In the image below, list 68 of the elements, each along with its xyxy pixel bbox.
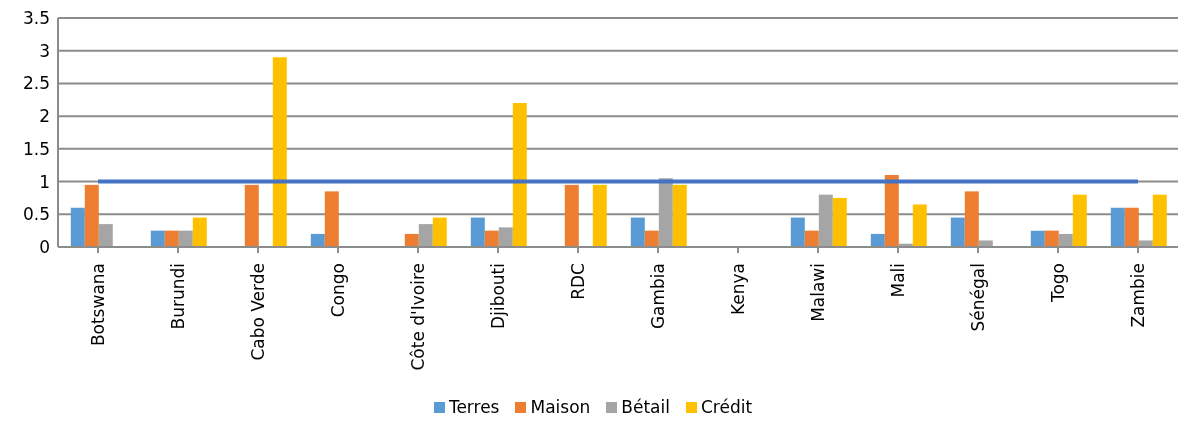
bar xyxy=(1138,240,1153,247)
bar xyxy=(98,224,113,247)
bar xyxy=(592,184,607,247)
y-tick-label: 2.5 xyxy=(22,73,50,94)
legend-label: Bétail xyxy=(620,397,670,417)
legend-label: Crédit xyxy=(699,397,753,417)
bar xyxy=(404,233,419,247)
bar xyxy=(178,230,193,247)
x-tick-label: Botswana xyxy=(88,263,108,347)
bar xyxy=(512,103,527,247)
x-tick-label: Cabo Verde xyxy=(248,263,268,361)
x-tick-label: Togo xyxy=(1048,263,1068,304)
y-tick-label: 1 xyxy=(39,171,50,192)
bar xyxy=(470,217,485,247)
bar xyxy=(70,207,85,247)
legend-label: Maison xyxy=(529,397,591,417)
bar xyxy=(658,178,673,247)
x-tick-label: Mali xyxy=(888,263,908,298)
x-tick-label: Malawi xyxy=(808,263,828,322)
bar xyxy=(272,57,287,247)
bar xyxy=(884,175,899,247)
x-tick-label: Congo xyxy=(328,263,348,318)
bar xyxy=(978,240,993,247)
bar xyxy=(790,217,805,247)
y-tick-label: 3 xyxy=(39,40,50,61)
bar xyxy=(672,184,687,247)
x-tick-label: Kenya xyxy=(728,263,748,316)
bar xyxy=(1058,233,1073,247)
bar xyxy=(164,230,179,247)
bar xyxy=(1044,230,1059,247)
bar xyxy=(418,224,433,247)
x-tick-label: Burundi xyxy=(168,263,188,330)
x-tick-label: Côte d'Ivoire xyxy=(408,263,428,371)
bar xyxy=(564,184,579,247)
bar xyxy=(818,194,833,247)
y-tick-label: 2 xyxy=(39,106,50,127)
bar xyxy=(310,233,325,247)
bar xyxy=(324,191,339,247)
bar xyxy=(1030,230,1045,247)
bar xyxy=(1124,207,1139,247)
bar xyxy=(1072,194,1087,247)
bar xyxy=(498,227,513,247)
x-tick-label: Zambie xyxy=(1128,263,1148,328)
bar xyxy=(912,204,927,247)
y-tick-label: 0 xyxy=(39,237,50,258)
bar xyxy=(432,217,447,247)
bar xyxy=(804,230,819,247)
bar xyxy=(870,233,885,247)
legend-label: Terres xyxy=(447,397,500,417)
bar xyxy=(484,230,499,247)
bar xyxy=(964,191,979,247)
bar xyxy=(192,217,207,247)
x-tick-label: Sénégal xyxy=(968,263,988,332)
bar xyxy=(950,217,965,247)
bar xyxy=(84,184,99,247)
y-tick-label: 0.5 xyxy=(22,204,50,225)
bar xyxy=(644,230,659,247)
y-tick-label: 1.5 xyxy=(22,138,50,159)
bar xyxy=(1110,207,1125,247)
bar xyxy=(1152,194,1167,247)
bar xyxy=(832,197,847,247)
x-tick-label: Gambia xyxy=(648,263,668,330)
y-tick-label: 3.5 xyxy=(22,8,50,29)
bar xyxy=(150,230,165,247)
x-tick-label: Djibouti xyxy=(488,263,508,329)
x-tick-label: RDC xyxy=(568,263,588,300)
bar xyxy=(244,184,259,247)
bar xyxy=(630,217,645,247)
